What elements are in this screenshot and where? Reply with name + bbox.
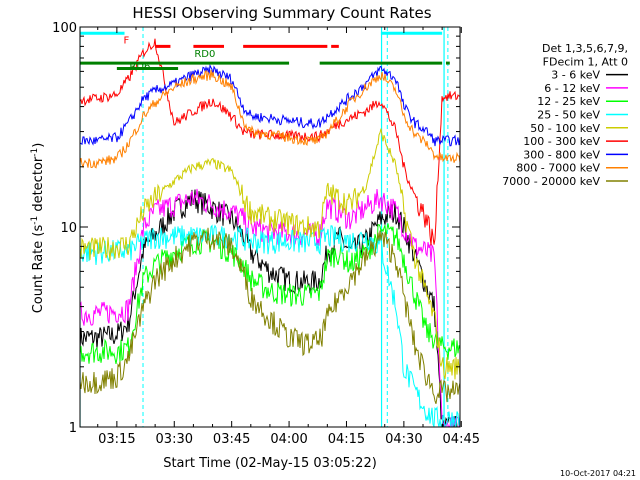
x-tick-label-2: 03:45 [213,432,250,447]
series-line-7 [80,69,460,169]
x-tick-label-1: 03:30 [156,432,193,447]
legend-header-0: Det 1,3,5,6,7,9, [542,42,628,55]
plot-area: F RD0 RD6 [80,27,460,427]
y-tick-label-1: 10 [60,221,77,236]
series-line-5 [80,38,460,246]
y-axis-label-main: Count Rate (s [31,225,46,314]
series-line-1 [80,188,460,427]
legend-label-3: 25 - 50 keV [537,109,600,122]
timestamp: 10-Oct-2017 04:21 [560,469,636,478]
y-axis-label: Count Rate (s-1 detector-1) [30,143,46,314]
legend-label-4: 50 - 100 keV [530,122,600,135]
x-tick-label-3: 04:00 [270,432,307,447]
legend-label-6: 300 - 800 keV [523,148,600,161]
y-axis-label-mid: detector [31,156,46,216]
legend-label-8: 7000 - 20000 keV [502,175,600,188]
legend-label-2: 12 - 25 keV [537,95,600,108]
annotation-f: F [124,35,130,46]
series-line-3 [80,224,460,427]
svg-text:Count Rate (s-1 detector-1): Count Rate (s-1 detector-1) [30,143,46,314]
legend-header-1: FDecim 1, Att 0 [543,55,628,68]
series-line-8 [80,227,460,404]
series-line-2 [80,223,460,364]
legend: Det 1,3,5,6,7,9,FDecim 1, Att 03 - 6 keV… [502,42,628,188]
annotation-rd0: RD0 [194,49,215,60]
x-tick-label-5: 04:30 [385,432,422,447]
axes: 03:15 03:30 03:45 04:00 04:15 04:30 04:45 1 10 10… [52,21,480,447]
y-axis-label-sup2: -1 [30,148,40,157]
legend-label-0: 3 - 6 keV [551,69,600,82]
legend-label-5: 100 - 300 keV [523,135,600,148]
y-tick-label-0: 1 [69,421,77,436]
y-axis-label-end: ) [31,143,46,148]
legend-label-1: 6 - 12 keV [544,82,600,95]
annotation-rd6: RD6 [129,61,150,72]
chart-title: HESSI Observing Summary Count Rates [132,4,431,22]
x-axis-label: Start Time (02-May-15 03:05:22) [163,456,377,471]
series-line-0 [80,189,460,427]
x-tick-label-6: 04:45 [443,432,480,447]
y-tick-label-2: 100 [52,21,77,36]
series-line-4 [80,128,460,380]
x-tick-label-0: 03:15 [98,432,135,447]
x-tick-label-4: 04:15 [328,432,365,447]
series-line-6 [80,63,460,147]
y-axis-label-sup1: -1 [30,216,40,225]
legend-label-7: 800 - 7000 keV [516,162,600,175]
